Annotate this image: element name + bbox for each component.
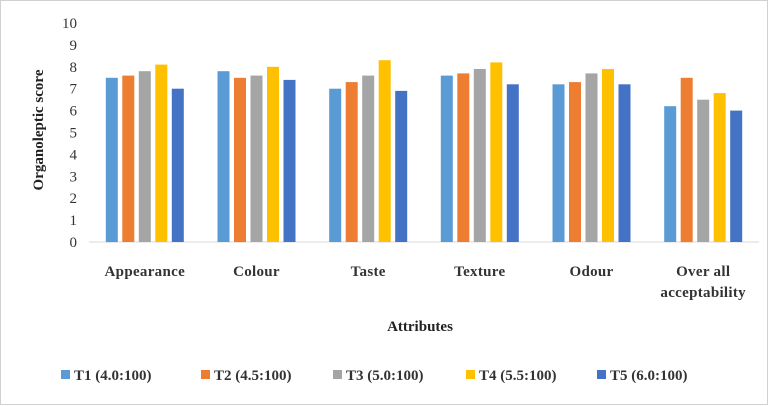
bar-2-2 [234,77,246,243]
legend-swatch [466,370,475,379]
x-category-label: Texture [454,264,505,280]
bar-4-3 [378,60,391,243]
legend-swatch [333,370,342,379]
bar-2-5 [569,82,581,242]
bar-1-1 [105,77,118,243]
bar-5-6 [730,110,743,242]
bar-3-5 [585,73,598,243]
bar-1-4 [440,75,453,242]
bar-5-5 [618,84,631,242]
legend-label: T3 (5.0:100) [346,368,424,384]
bar-4-5 [602,69,614,242]
y-tick-label: 6 [70,104,78,120]
y-tick-label: 0 [70,235,78,251]
bar-4-4 [490,62,503,243]
legend-label: T1 (4.0:100) [74,368,152,384]
legend-label: T2 (4.5:100) [214,368,292,384]
x-axis-title: Attributes [387,319,453,335]
y-tick-label: 1 [70,213,78,229]
bar-1-3 [329,88,342,242]
bar-2-1 [122,75,135,242]
y-tick-label: 5 [70,126,78,142]
bar-4-2 [267,66,279,242]
x-category-label: acceptability [660,285,746,301]
legend-swatch [61,370,70,379]
y-tick-label: 7 [70,82,78,98]
bar-4-6 [713,93,726,242]
x-category-label: Odour [569,264,613,280]
bar-2-3 [345,82,358,242]
bar-2-6 [680,77,693,243]
bar-5-2 [283,79,296,243]
legend-swatch [597,370,606,379]
legend-label: T4 (5.5:100) [479,368,557,384]
y-tick-label: 4 [70,147,78,163]
x-category-label: Appearance [105,264,186,280]
bar-3-1 [138,71,151,242]
bar-5-3 [395,90,408,243]
bar-1-2 [217,71,230,242]
bar-1-5 [552,84,565,242]
y-axis-title: Organoleptic score [31,69,47,190]
bar-5-1 [171,88,184,242]
bar-3-2 [250,75,263,242]
bar-3-4 [473,69,486,242]
legend-swatch [201,370,210,379]
x-category-label: Over all [676,264,730,280]
x-category-label: Taste [351,264,386,280]
y-tick-label: 10 [62,16,77,32]
bar-1-6 [664,106,677,242]
bar-3-6 [697,99,710,242]
bar-2-4 [457,73,470,243]
bar-5-4 [506,84,519,242]
bar-3-3 [362,75,375,242]
bar-4-1 [155,64,168,242]
bar-series [105,60,743,243]
y-tick-label: 9 [70,38,78,54]
y-tick-label: 3 [70,169,78,185]
x-axis-categories: Appearance Colour Taste Texture Odour Over al… [105,264,746,301]
y-tick-label: 2 [70,191,78,207]
y-axis-ticks: 0 1 2 3 4 5 6 7 8 9 10 [62,16,78,251]
y-tick-label: 8 [70,60,78,76]
x-category-label: Colour [233,264,280,280]
legend-label: T5 (6.0:100) [610,368,688,384]
legend: T1 (4.0:100) T2 (4.5:100) T3 (5.0:100) T4 (… [61,368,688,384]
